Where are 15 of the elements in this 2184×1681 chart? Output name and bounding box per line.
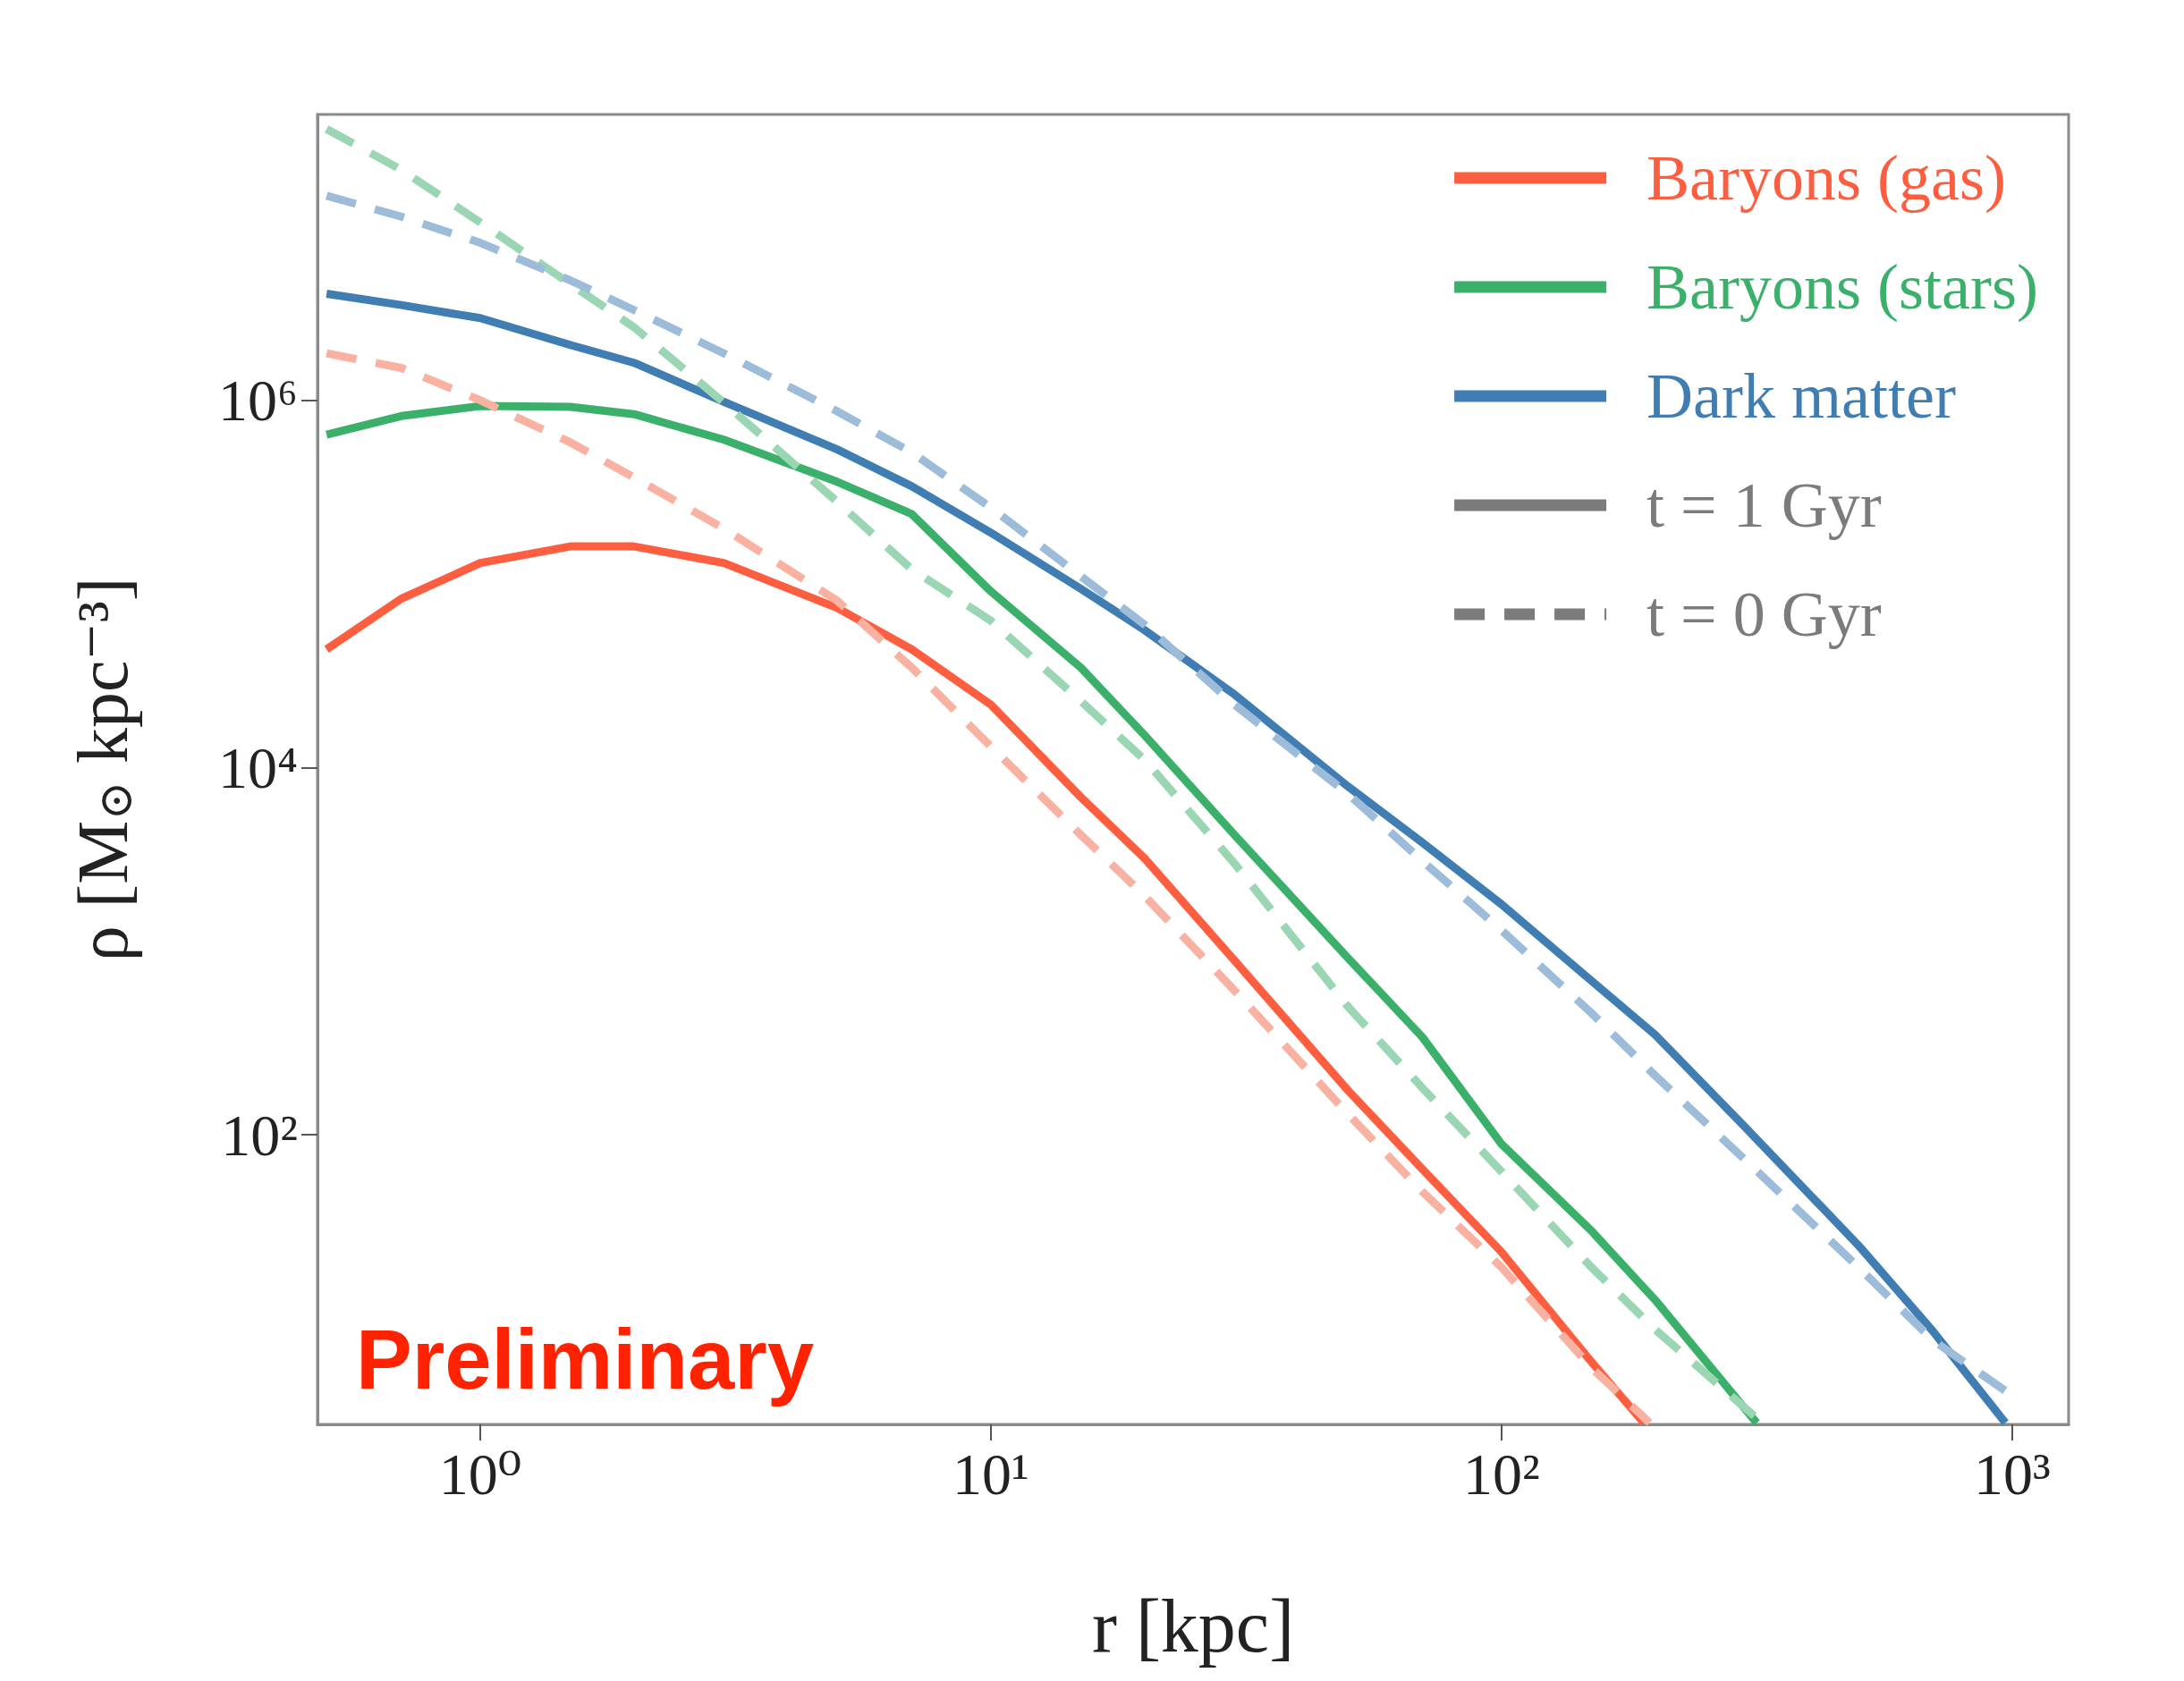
legend-label: t = 1 Gyr bbox=[1646, 469, 1882, 541]
x-tick-label: 10⁰ bbox=[438, 1440, 522, 1507]
legend-label: Baryons (gas) bbox=[1646, 142, 2006, 214]
y-tick-label: 10² bbox=[221, 1102, 298, 1168]
y-axis-title: ρ [M⊙ kpc⁻³] bbox=[63, 577, 142, 962]
x-axis-title: r [kpc] bbox=[1091, 1584, 1295, 1668]
legend-label: t = 0 Gyr bbox=[1646, 579, 1882, 650]
x-tick-label: 10² bbox=[1463, 1440, 1540, 1507]
y-tick-label: 10⁴ bbox=[217, 734, 298, 800]
legend-label: Baryons (stars) bbox=[1646, 251, 2038, 323]
y-tick-label: 10⁶ bbox=[217, 367, 298, 434]
x-tick-label: 10³ bbox=[1973, 1440, 2051, 1507]
legend-label: Dark matter bbox=[1646, 360, 1956, 432]
x-tick-label: 10¹ bbox=[952, 1440, 1029, 1507]
annotation: Preliminary bbox=[356, 1312, 815, 1406]
